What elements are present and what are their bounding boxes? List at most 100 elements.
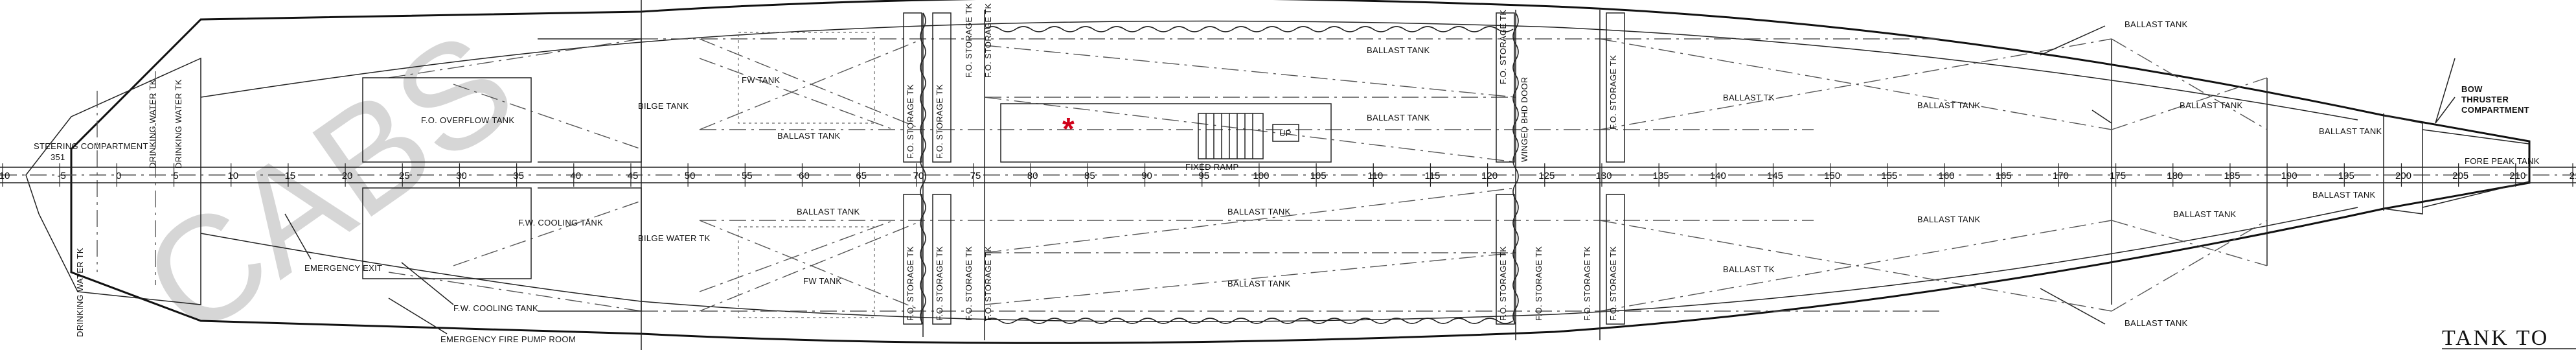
frame-label: 210 [2509,170,2525,181]
frame-label: 70 [913,170,924,181]
frame-label: 115 [1424,170,1440,181]
frame-label: 40 [570,170,581,181]
label-fo-storage-14: F.O. STORAGE TK [1582,246,1592,321]
frame-label: 195 [2338,170,2354,181]
label-bow-1: BOW [2461,84,2483,94]
label-ballast-tank-fwd4: BALLAST TANK [2125,318,2188,328]
wavy-deck-bottom [984,318,1514,324]
label-bilge-tank: BILGE TANK [638,101,689,111]
label-ballast-tank-fwd1: BALLAST TANK [1917,100,1981,110]
label-ballast-tank-fwd3: BALLAST TANK [2125,19,2188,29]
label-steering-compartment: STEERING COMPARTMENT [34,141,148,151]
label-ballast-tank-center: BALLAST TANK [1367,113,1430,122]
bow-thruster-box [2383,115,2423,215]
label-ballast-tank-center-upper: BALLAST TANK [1367,45,1430,55]
label-emergency-fire-pump-room: EMERGENCY FIRE PUMP ROOM [440,334,576,344]
label-fo-overflow-tank: F.O. OVERFLOW TANK [421,115,514,125]
frame-label: 75 [970,170,981,181]
ramp-area [1000,103,1332,163]
frame-label: 50 [685,170,696,181]
frame-label: 130 [1595,170,1612,181]
frame-label: 5 [173,170,178,181]
corrugated-bulkhead-2 [1512,12,1519,325]
frame-label: 95 [1198,170,1209,181]
label-fo-storage-11: F.O. STORAGE TK [1498,246,1508,321]
label-ballast-tank-fwd5: BALLAST TANK [2180,100,2243,110]
fo-storage-columns [903,12,1625,325]
frame-label: 55 [742,170,753,181]
frame-label: 10 [227,170,238,181]
frame-label: 135 [1653,170,1669,181]
frame-label: 21 [2570,170,2576,181]
label-fo-storage-9: F.O. STORAGE TK [1498,10,1508,84]
label-drinking-water-3: DRINKING WATER TK [174,79,183,169]
label-steering-frame: 351 [51,152,65,162]
label-fo-storage-12: F.O. STORAGE TK [1608,246,1618,321]
tank-diagonals [388,38,2268,312]
frame-label: 45 [628,170,639,181]
frame-label: 15 [285,170,296,181]
hull-outline [70,0,2531,344]
frame-label: 20 [342,170,353,181]
ramp-stairs [1198,113,1264,159]
tank-labels: STEERING COMPARTMENT 351 DRINKING WATER … [34,3,2540,344]
label-ballast-tank-fwd6: BALLAST TANK [2173,209,2237,219]
label-fo-storage-10: F.O. STORAGE TK [1608,55,1618,130]
stern-outline [25,57,201,305]
label-drinking-water-1: DRINKING WATER TK [75,248,85,337]
frame-label: 60 [799,170,810,181]
label-ballast-tank-upper-fwd: BALLAST TANK [777,131,841,141]
frame-label: 120 [1481,170,1498,181]
label-fw-tank-upper: FW TANK [742,75,780,85]
drawing-title: TANK TO [2442,326,2549,350]
frame-scale: 10 -5 0 5 10 15 20 25 30 35 40 45 50 55 60 65 70 75 80 85 90… [0,163,2576,187]
label-fo-storage-1: F.O. STORAGE TK [906,84,915,159]
label-fo-storage-4: F.O. STORAGE TK [935,246,944,321]
frame-label: 175 [2110,170,2126,181]
frame-label: 85 [1084,170,1095,181]
frame-label: 165 [1996,170,2012,181]
label-ballast-tank-fwd8: BALLAST TANK [2312,190,2376,200]
corrugated-bulkhead-1 [920,12,926,325]
label-bilge-water-tk: BILGE WATER TK [638,233,711,243]
frame-label: 140 [1710,170,1726,181]
frame-label: 110 [1367,170,1383,181]
highlight-asterisk: * [1062,112,1075,146]
frame-label: 160 [1939,170,1955,181]
frame-label: 180 [2167,170,2183,181]
wavy-deck-top [984,26,1514,32]
label-up: UP [1279,128,1292,138]
frame-label: 105 [1310,170,1327,181]
up-arrow-icon [1272,124,1299,142]
label-fw-cooling-lower: F.W. COOLING TANK [453,303,538,313]
frame-label: 65 [856,170,867,181]
frame-label: 150 [1824,170,1840,181]
frame-label: 200 [2395,170,2411,181]
label-ballast-tank-mid-upper: BALLAST TANK [797,207,860,216]
label-emergency-exit: EMERGENCY EXIT [304,263,382,273]
label-fw-tank-lower: FW TANK [803,276,841,286]
frame-label: -5 [58,170,66,181]
label-fo-storage-3: F.O. STORAGE TK [906,246,915,321]
frame-label: 90 [1141,170,1152,181]
label-fixed-ramp: FIXED RAMP [1185,162,1238,172]
label-ballast-tank-lower: BALLAST TANK [1227,279,1291,288]
frame-label: 190 [2281,170,2297,181]
label-fw-cooling-upper: F.W. COOLING TANK [518,218,603,228]
frame-label: 80 [1027,170,1038,181]
frame-label: 30 [456,170,467,181]
label-fore-peak-tank: FORE PEAK TANK [2465,156,2540,166]
frame-label: 170 [2053,170,2069,181]
label-fo-storage-5: F.O. STORAGE TK [983,3,993,78]
label-bow-3: COMPARTMENT [2461,105,2529,115]
frame-label: 205 [2452,170,2468,181]
frame-label: 10 [0,170,10,181]
inner-hull [200,20,2358,322]
label-fo-storage-13: F.O. STORAGE TK [1534,246,1544,321]
frame-label: 125 [1538,170,1555,181]
label-ballast-tk-2: BALLAST TK [1723,264,1775,274]
frame-label: 0 [116,170,121,181]
label-drinking-water-2: DRINKING WATER TK [148,79,157,169]
frame-label: 100 [1253,170,1269,181]
frame-label: 35 [513,170,524,181]
